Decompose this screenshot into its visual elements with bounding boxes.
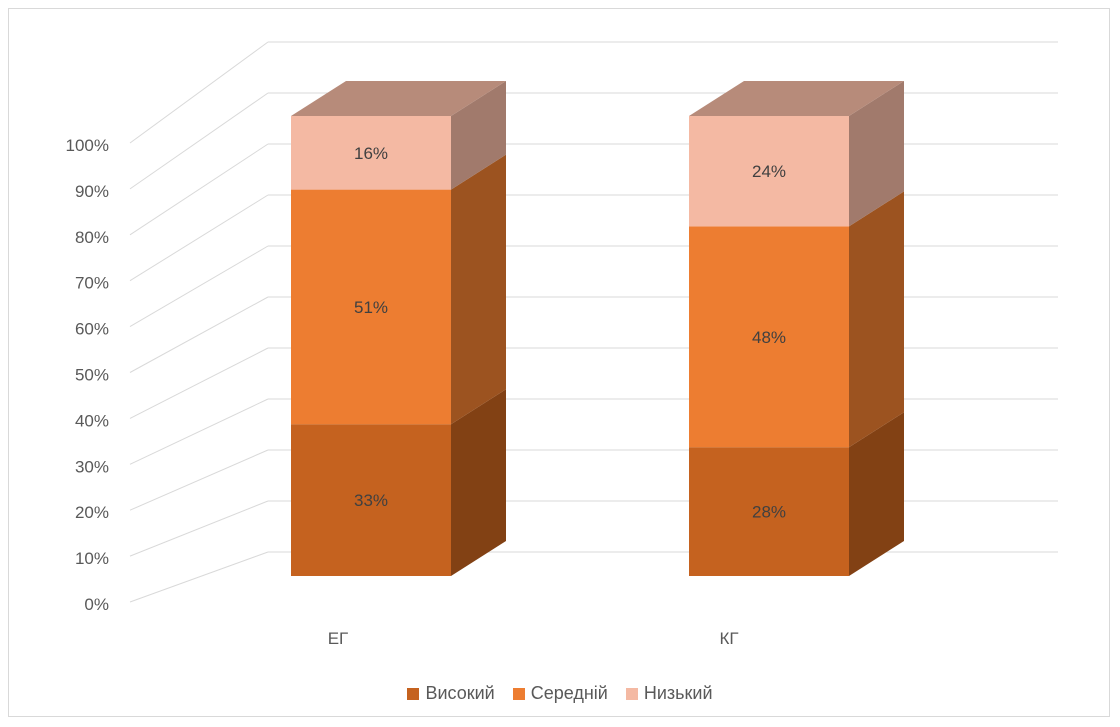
- legend-label-high: Високий: [425, 683, 495, 703]
- legend-item-high: Високий: [407, 683, 495, 704]
- bar-segment-side: [849, 191, 904, 448]
- y-axis-ticks: 0% 10% 20% 30% 40% 50% 60% 70% 80% 90% 100%: [66, 136, 109, 614]
- gridline-diagonal: [129, 296, 269, 373]
- data-label: 51%: [354, 298, 388, 317]
- data-label: 24%: [752, 162, 786, 181]
- category-label: ЕГ: [328, 629, 349, 648]
- bar-top: [689, 81, 904, 116]
- y-tick-label: 0%: [84, 595, 109, 614]
- bar-segment: [291, 424, 451, 576]
- bars: 33% 51% 16% 28% 48% 24%: [291, 81, 904, 576]
- gridline-diagonal: [129, 551, 269, 603]
- bar-segment-side: [849, 412, 904, 576]
- legend: Високий Середній Низький: [0, 683, 1120, 704]
- gridline-diagonal: [129, 41, 269, 144]
- bar-segment-side: [451, 154, 506, 425]
- data-label: 28%: [752, 503, 786, 522]
- legend-label-low: Низький: [643, 683, 713, 703]
- y-tick-label: 50%: [75, 366, 109, 385]
- gridline-diagonal: [129, 347, 269, 419]
- data-label: 33%: [354, 491, 388, 510]
- bar-segment-side: [451, 81, 506, 190]
- bar-segment: [689, 116, 849, 227]
- legend-item-medium: Середній: [512, 683, 608, 704]
- y-tick-label: 20%: [75, 503, 109, 522]
- data-label: 48%: [752, 328, 786, 347]
- legend-item-low: Низький: [625, 683, 713, 704]
- bar-segment: [689, 447, 849, 576]
- legend-swatch-low: [625, 687, 638, 700]
- gridline-diagonal: [129, 398, 269, 465]
- legend-swatch-high: [407, 687, 420, 700]
- bar-segment: [291, 116, 451, 190]
- gridlines: [129, 41, 1058, 603]
- stacked-3d-bar-chart: 0% 10% 20% 30% 40% 50% 60% 70% 80% 90% 100% 33% 51%…: [66, 41, 1058, 648]
- legend-swatch-medium: [512, 687, 525, 700]
- bar-segment-side: [451, 389, 506, 576]
- chart-frame: [8, 8, 1110, 717]
- bar-segment-side: [849, 81, 904, 227]
- y-tick-label: 80%: [75, 228, 109, 247]
- gridline-diagonal: [129, 245, 269, 328]
- y-tick-label: 100%: [66, 136, 109, 155]
- gridline-diagonal: [129, 194, 269, 282]
- x-axis-categories: ЕГ КГ: [328, 629, 739, 648]
- data-label: 16%: [354, 144, 388, 163]
- y-tick-label: 60%: [75, 320, 109, 339]
- bar-top: [291, 81, 506, 116]
- y-tick-label: 30%: [75, 457, 109, 476]
- y-tick-label: 40%: [75, 411, 109, 430]
- gridline-diagonal: [129, 500, 269, 557]
- y-tick-label: 10%: [75, 549, 109, 568]
- y-tick-label: 70%: [75, 274, 109, 293]
- bar-segment: [689, 226, 849, 448]
- bar-segment: [291, 189, 451, 425]
- gridline-diagonal: [129, 92, 269, 190]
- y-tick-label: 90%: [75, 182, 109, 201]
- gridline-diagonal: [129, 449, 269, 511]
- gridline-diagonal: [129, 143, 269, 236]
- category-label: КГ: [719, 629, 738, 648]
- legend-label-medium: Середній: [530, 683, 608, 703]
